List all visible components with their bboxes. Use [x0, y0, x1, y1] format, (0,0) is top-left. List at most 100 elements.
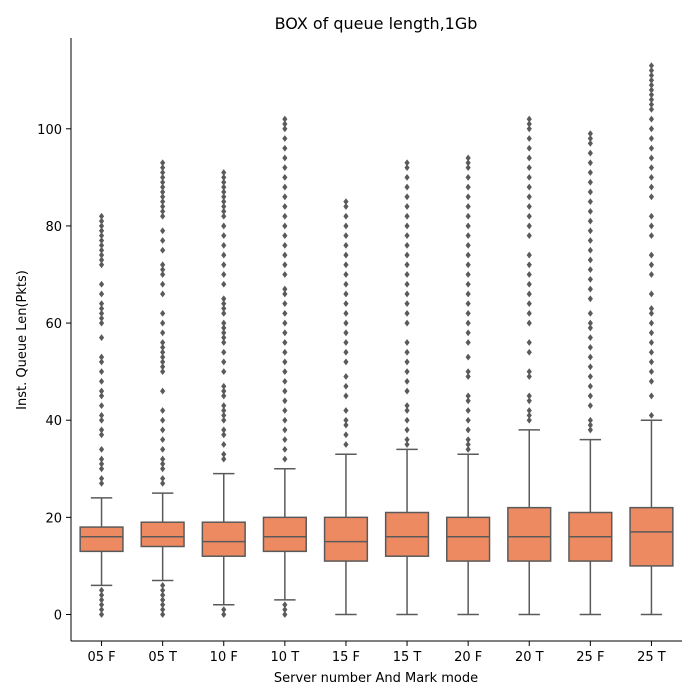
outlier-point: [160, 237, 166, 244]
outlier-point: [404, 416, 410, 424]
outlier-point: [648, 309, 655, 317]
outlier-point: [465, 251, 471, 259]
outlier-point: [221, 212, 227, 220]
outlier-point: [343, 421, 349, 429]
outlier-point: [282, 222, 288, 230]
outlier-point: [404, 173, 410, 181]
outlier-point: [282, 115, 288, 123]
outlier-point: [160, 309, 166, 317]
outlier-point: [98, 309, 105, 317]
box-group: [507, 115, 552, 616]
outlier-point: [465, 329, 471, 337]
outlier-point: [221, 441, 227, 448]
outlier-point: [160, 319, 166, 327]
outlier-point: [404, 164, 410, 172]
outlier-point: [343, 319, 349, 327]
outlier-point: [98, 460, 105, 468]
outlier-point: [98, 368, 105, 376]
x-tick-label: 10 F: [210, 650, 238, 665]
outlier-point: [404, 387, 410, 395]
outlier-point: [160, 387, 166, 395]
outlier-point: [587, 324, 593, 332]
outlier-point: [404, 159, 410, 167]
outlier-point: [98, 411, 105, 419]
outlier-point: [98, 237, 105, 244]
outlier-point: [587, 309, 593, 317]
outlier-point: [160, 591, 166, 599]
outlier-point: [98, 353, 105, 361]
outlier-point: [465, 241, 471, 249]
outlier-point: [221, 402, 227, 410]
outlier-point: [404, 368, 410, 376]
outlier-point: [282, 611, 288, 618]
outlier-point: [98, 241, 105, 249]
outlier-point: [98, 256, 105, 264]
iqr-box: [79, 526, 124, 553]
outlier-point: [526, 125, 532, 133]
outlier-point: [160, 445, 166, 453]
outlier-point: [526, 309, 532, 317]
outlier-point: [282, 407, 288, 414]
outlier-point: [221, 606, 227, 614]
outlier-point: [587, 402, 593, 410]
outlier-point: [648, 358, 655, 366]
outlier-point: [221, 183, 227, 191]
outlier-point: [404, 402, 410, 410]
outlier-point: [282, 120, 288, 128]
outlier-point: [221, 450, 227, 458]
outlier-point: [282, 290, 288, 298]
outlier-point: [160, 426, 166, 434]
outlier-point: [465, 436, 471, 444]
outlier-point: [648, 368, 655, 376]
outlier-point: [282, 154, 288, 162]
outlier-point: [282, 348, 288, 356]
outlier-point: [282, 436, 288, 444]
outlier-point: [98, 431, 105, 439]
outlier-point: [160, 261, 166, 269]
outlier-point: [282, 387, 288, 395]
outlier-point: [648, 86, 655, 94]
outlier-point: [587, 130, 593, 138]
outlier-point: [465, 309, 471, 317]
outlier-point: [526, 319, 532, 327]
outlier-point: [98, 591, 105, 599]
outlier-point: [160, 173, 166, 181]
outlier-point: [282, 329, 288, 337]
y-tick-label: 80: [45, 220, 62, 235]
outlier-point: [160, 246, 166, 254]
x-tick-label: 10 T: [271, 650, 300, 665]
outlier-point: [343, 203, 349, 210]
outlier-point: [648, 164, 655, 172]
outlier-point: [465, 426, 471, 434]
outlier-point: [282, 426, 288, 434]
outlier-point: [160, 329, 166, 337]
outlier-point: [98, 246, 105, 254]
box-group: [568, 130, 613, 616]
x-axis-label: Server number And Mark mode: [274, 671, 478, 686]
outlier-point: [98, 305, 105, 312]
outlier-point: [526, 251, 532, 259]
box-group: [79, 212, 124, 618]
outlier-point: [282, 203, 288, 210]
outlier-point: [160, 227, 166, 235]
outlier-point: [98, 586, 105, 594]
iqr-box: [629, 506, 674, 567]
outlier-point: [98, 300, 105, 308]
outlier-point: [282, 193, 288, 201]
outlier-point: [160, 475, 166, 482]
y-axis-label: Inst. Queue Len(Pkts): [15, 270, 30, 410]
outlier-point: [465, 416, 471, 424]
outlier-point: [160, 343, 166, 351]
outlier-point: [282, 300, 288, 308]
outlier-point: [526, 212, 532, 220]
outlier-point: [648, 115, 655, 123]
outlier-point: [587, 275, 593, 283]
x-tick-label: 20 F: [454, 650, 482, 665]
outlier-point: [587, 139, 593, 147]
outlier-point: [587, 217, 593, 225]
outlier-point: [343, 290, 349, 298]
outlier-point: [648, 339, 655, 346]
outlier-point: [526, 222, 532, 230]
outlier-point: [282, 144, 288, 152]
outlier-point: [343, 271, 349, 278]
